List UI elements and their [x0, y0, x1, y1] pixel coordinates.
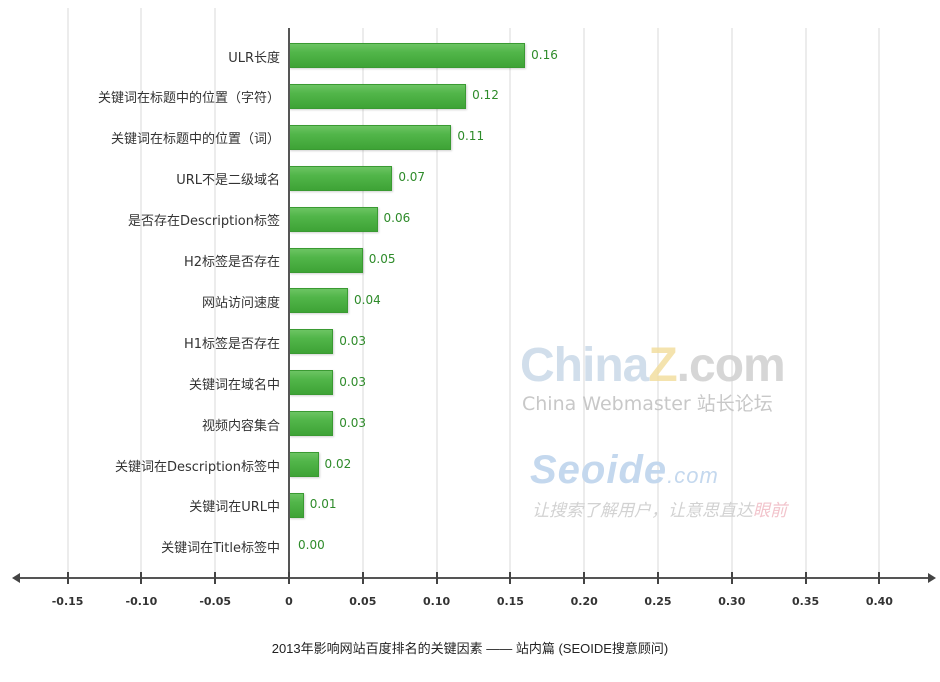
gridline — [730, 28, 733, 577]
category-label: 关键词在Title标签中 — [161, 541, 280, 557]
gridline — [66, 8, 69, 577]
watermark-seoide-text: Seoide — [530, 448, 668, 492]
arrow-right-icon — [928, 573, 936, 583]
x-tick — [435, 572, 438, 584]
gridline — [361, 28, 364, 577]
gridline — [583, 28, 586, 577]
x-tick-label: 0.05 — [349, 595, 377, 608]
gridline — [878, 28, 881, 577]
bar — [289, 411, 334, 437]
x-tick — [657, 572, 659, 584]
category-label: H2标签是否存在 — [183, 255, 280, 270]
bar — [289, 206, 378, 232]
x-tick-label: 0 — [285, 595, 293, 608]
watermark-seoide-dotcom: .com — [667, 463, 719, 488]
value-label: 0.03 — [339, 374, 366, 389]
value-label: 0.03 — [339, 333, 366, 348]
chinaz-watermark-subtitle: China Webmaster 站长论坛 — [522, 393, 773, 415]
chinaz-watermark: ChinaZ.com — [520, 338, 786, 393]
x-tick-label: 0.15 — [496, 595, 524, 608]
seoide-watermark: Seoide.com — [530, 448, 719, 493]
category-label: 是否存在Description标签 — [127, 214, 280, 230]
category-label: 关键词在Description标签中 — [114, 459, 280, 475]
x-tick-label: 0.25 — [644, 595, 672, 608]
value-label: 0.03 — [339, 415, 366, 430]
bar — [289, 43, 526, 68]
gridline — [140, 8, 143, 577]
gridline — [435, 28, 438, 577]
bar — [289, 288, 349, 314]
bar — [289, 247, 363, 273]
gridline — [804, 28, 807, 577]
x-tick — [288, 572, 290, 584]
value-label: 0.11 — [457, 129, 485, 144]
x-tick-label: 0.35 — [792, 595, 820, 608]
value-label: 0.02 — [324, 456, 352, 471]
category-label: 关键词在标题中的位置（字符） — [97, 91, 280, 107]
watermark-z-logo: Z — [648, 339, 677, 392]
category-label: H1标签是否存在 — [183, 336, 280, 352]
bar — [289, 124, 452, 150]
value-label: 0.16 — [531, 47, 558, 62]
value-label: 0.06 — [383, 211, 411, 226]
gridline — [657, 28, 659, 577]
category-label: 关键词在URL中 — [189, 500, 280, 516]
x-tick-label: 0.10 — [423, 595, 451, 608]
bar — [289, 370, 334, 396]
value-label: 0.04 — [354, 292, 381, 307]
gridline — [214, 8, 217, 577]
x-tick — [361, 572, 364, 584]
x-tick-label: -0.10 — [125, 595, 158, 608]
watermark-dotcom-text: .com — [676, 339, 786, 392]
x-tick-label: 0.20 — [570, 595, 598, 608]
x-tick — [214, 572, 217, 584]
category-label: 关键词在标题中的位置（词） — [110, 132, 280, 148]
x-tick — [730, 572, 733, 584]
x-tick — [509, 572, 512, 584]
value-label: 0.00 — [298, 538, 325, 553]
category-label: URL不是二级域名 — [176, 173, 280, 189]
value-label: 0.05 — [368, 252, 396, 266]
category-label: 网站访问速度 — [201, 295, 280, 311]
bar — [289, 165, 393, 191]
x-tick-label: -0.05 — [199, 595, 232, 608]
seoide-watermark-slogan: 让搜索了解用户，让意思直达眼前 — [532, 496, 787, 521]
chart-caption: 2013年影响网站百度排名的关键因素 —— 站内篇 (SEOIDE搜意顾问) — [271, 641, 669, 656]
bar — [289, 83, 467, 109]
x-tick-label: 0.40 — [865, 595, 893, 608]
category-label: 关键词在域名中 — [188, 377, 280, 393]
bar — [289, 492, 304, 518]
slogan-tail: 眼前 — [753, 501, 787, 521]
watermark-china-text: China — [520, 339, 649, 392]
x-axis-line — [16, 577, 930, 579]
arrow-left-icon — [12, 573, 20, 583]
x-tick-label: 0.30 — [718, 595, 746, 608]
x-tick — [66, 572, 69, 584]
value-label: 0.07 — [398, 170, 426, 185]
category-label: 视频内容集合 — [201, 418, 280, 434]
x-tick-label: -0.15 — [51, 595, 84, 608]
value-label: 0.12 — [472, 88, 499, 103]
bar — [289, 452, 319, 477]
x-tick — [804, 572, 807, 584]
slogan-main: 让搜索了解用户，让意思直达 — [532, 501, 753, 521]
zero-axis-line — [288, 28, 290, 578]
category-label: ULR长度 — [228, 50, 280, 66]
value-label: 0.01 — [309, 497, 337, 512]
x-tick — [583, 572, 586, 584]
bar — [289, 329, 334, 355]
x-tick — [140, 572, 143, 584]
gridline — [509, 28, 512, 577]
x-tick — [878, 572, 881, 584]
